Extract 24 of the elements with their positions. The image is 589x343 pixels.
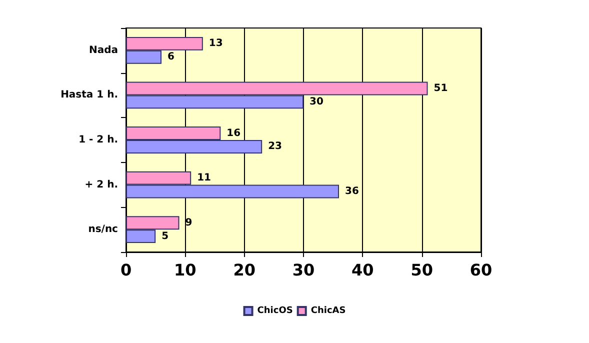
x-tick-label: 20	[233, 260, 256, 280]
data-label: 23	[268, 141, 282, 152]
x-tick-label: 0	[120, 260, 132, 280]
x-tick-label: 50	[410, 260, 433, 280]
data-label: 30	[310, 96, 324, 108]
data-label: 16	[226, 128, 241, 139]
data-label: 9	[185, 217, 192, 228]
y-tick-label: + 2 h.	[84, 179, 118, 190]
legend-label: ChicAS	[310, 306, 346, 316]
data-label: 36	[345, 186, 359, 198]
data-label: 6	[168, 52, 174, 63]
y-tick-label: Nada	[88, 44, 118, 56]
x-tick-label: 30	[292, 260, 315, 280]
x-tick-label: 10	[174, 260, 196, 280]
data-label: 11	[197, 172, 212, 184]
y-tick-label: 1 - 2 h.	[78, 134, 118, 146]
y-tick-label: Hasta 1 h.	[60, 90, 118, 101]
x-tick-label: 40	[352, 260, 374, 280]
data-label: 13	[208, 38, 223, 50]
data-label: 51	[434, 82, 448, 94]
data-label: 5	[162, 230, 169, 242]
y-tick-label: ns/nc	[88, 224, 118, 236]
legend-label: ChicOS	[257, 306, 293, 316]
x-tick-label: 60	[470, 260, 492, 280]
